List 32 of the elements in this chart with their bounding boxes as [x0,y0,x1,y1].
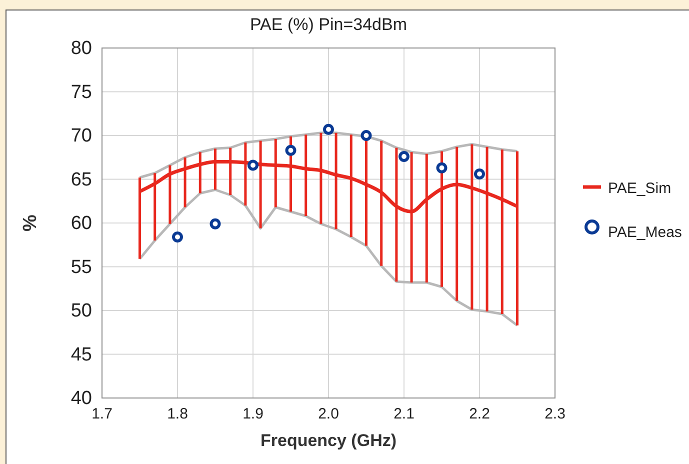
x-tick-label: 2.3 [544,406,566,423]
y-axis-title: % [20,214,41,232]
legend-label: PAE_Meas [608,224,682,241]
y-tick-label: 60 [70,213,92,234]
x-tick-label: 1.8 [167,406,188,423]
point [210,218,221,230]
x-tick-label: 2.0 [318,406,339,423]
y-tick-label: 55 [70,256,92,278]
y-tick-label: 80 [70,38,92,60]
y-tick-label: 70 [70,126,92,147]
y-tick-label: 50 [70,300,92,322]
point [172,232,183,242]
y-tick-label: 40 [70,388,92,410]
legend-label: PAE_Sim [608,180,672,197]
point [323,124,334,135]
x-tick-label: 1.7 [92,406,112,423]
chart-title: PAE (%) Pin=34dBm [250,15,408,34]
y-tick-label: 65 [70,169,92,190]
x-tick-label: 1.9 [242,406,264,423]
point [285,144,296,156]
point [436,162,448,174]
y-tick-label: 45 [70,344,92,366]
x-tick-label: 2.1 [394,406,414,423]
y-tick-label: 75 [70,82,92,103]
point [398,151,410,162]
x-tick-label: 2.2 [469,406,490,423]
x-axis-title: Frequency (GHz) [260,431,397,450]
point [474,168,485,180]
line-series [138,132,518,179]
point [360,130,372,141]
point [248,160,258,171]
line-series [138,188,518,327]
